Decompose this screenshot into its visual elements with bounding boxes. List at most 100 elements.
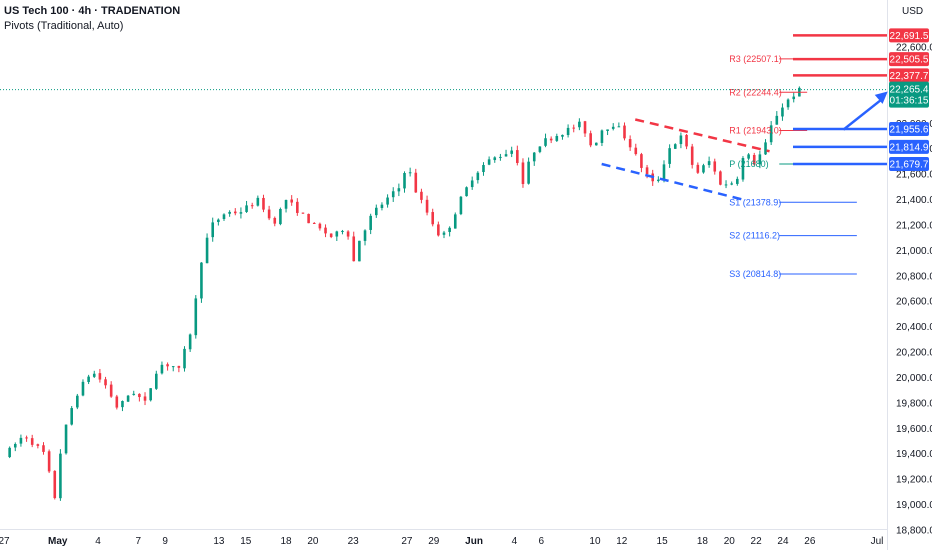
candle-body (431, 212, 435, 225)
price-tag (889, 28, 929, 43)
candle-body (126, 395, 130, 402)
resistance-trendline[interactable] (634, 118, 770, 153)
candle-body (335, 231, 339, 237)
candle-body (104, 379, 107, 386)
candle-body (786, 99, 790, 108)
x-tick-label: 4 (95, 536, 101, 547)
y-tick-label: 20,200.0 (896, 348, 932, 359)
candle-body (59, 453, 62, 499)
x-tick-label: Jul (871, 536, 884, 547)
price-tag (889, 139, 929, 154)
indicator-label[interactable]: Pivots (Traditional, Auto) (4, 20, 124, 32)
price-tag-label: 22,691.5 (890, 31, 929, 42)
candle-body (109, 384, 113, 397)
time-axis[interactable]: 27 May 4 7 9 13 15 18 20 23 27 29 Jun 4 6 10 12 15 18 20 22 2… (0, 536, 883, 547)
candle-body (329, 233, 333, 237)
price-axis[interactable]: USD 18,800.0 19,000.0 19,200.0 19,400.0 19,6… (896, 6, 932, 537)
candle-body (696, 164, 700, 173)
candle-body (640, 154, 643, 168)
candle-body (250, 205, 254, 207)
candle-body (36, 444, 40, 446)
candle-body (138, 393, 141, 398)
candle-body (222, 214, 226, 220)
candle-body (555, 136, 559, 141)
candle-body (53, 470, 57, 499)
candle-body (98, 373, 102, 380)
candle-body (724, 184, 728, 186)
candle-body (442, 232, 446, 235)
candle-body (380, 204, 384, 208)
x-tick-label: 27 (0, 536, 10, 547)
pivot-label-r3: R3 (22507.1) (729, 54, 782, 64)
price-tag-label: 21,955.6 (890, 124, 929, 135)
x-tick-label: 4 (512, 536, 518, 547)
price-tag-label: 21,679.7 (890, 160, 929, 171)
candle-body (611, 126, 615, 129)
candle-body (673, 144, 677, 149)
candle-body (233, 211, 237, 214)
candle-body (736, 178, 739, 184)
candle-body (352, 236, 356, 262)
candle-body (578, 121, 581, 128)
y-tick-label: 21,400.0 (896, 195, 932, 206)
price-tag-label: 22,377.7 (890, 71, 929, 82)
y-tick-label: 19,000.0 (896, 500, 932, 511)
pivot-label-s1: S1 (21378.9) (729, 197, 781, 207)
candle-body (747, 154, 750, 159)
currency-label[interactable]: USD (902, 6, 923, 17)
x-tick-label: 13 (213, 536, 225, 547)
candle-body (662, 164, 666, 180)
candle-body (318, 223, 322, 229)
candle-body (628, 139, 632, 148)
y-tick-label: 20,400.0 (896, 322, 932, 333)
forecast-arrow-shaft[interactable] (842, 97, 884, 131)
candle-body (42, 445, 45, 452)
y-tick-label: 21,600.0 (896, 170, 932, 181)
candle-body (470, 180, 474, 188)
candle-body (143, 396, 147, 401)
x-tick-label: 20 (307, 536, 319, 547)
candle-body (30, 438, 34, 445)
candle-body (521, 162, 525, 185)
candle-body (617, 126, 621, 128)
candle-body (504, 154, 508, 157)
candle-body (217, 219, 220, 223)
candle-body (713, 161, 717, 172)
key-level-lines (0, 34, 887, 166)
candle-body (668, 148, 671, 164)
candle-body (408, 172, 412, 174)
pivot-label-r2: R2 (22244.4) (729, 87, 782, 97)
pivot-label-p: P (21680) (729, 159, 768, 169)
candle-body (358, 240, 361, 262)
x-tick-label: 20 (724, 536, 736, 547)
candle-body (645, 167, 649, 175)
candle-body (420, 191, 423, 200)
candle-body (769, 125, 773, 143)
candle-body (386, 197, 389, 205)
candle-body (132, 393, 136, 395)
x-tick-label: 18 (697, 536, 709, 547)
candle-body (453, 214, 457, 229)
y-tick-label: 22,600.0 (896, 43, 932, 54)
candle-body (634, 147, 638, 155)
countdown-label: 01:36:15 (890, 96, 929, 107)
support-trendline[interactable] (601, 162, 743, 201)
y-tick-label: 18,800.0 (896, 526, 932, 537)
candle-body (527, 161, 530, 184)
candle-body (177, 365, 181, 368)
candle-body (19, 437, 23, 444)
candle-body (228, 211, 231, 214)
y-tick-label: 19,600.0 (896, 424, 932, 435)
candle-body (290, 199, 293, 203)
candle-body (594, 142, 598, 146)
forecast-arrow-head[interactable] (874, 91, 888, 104)
candle-body (476, 172, 480, 181)
price-tag-label: 22,505.5 (890, 55, 929, 66)
candle-body (758, 154, 762, 165)
y-tick-label: 20,000.0 (896, 373, 932, 384)
y-tick-label: 21,000.0 (896, 246, 932, 257)
candle-body (369, 215, 372, 230)
candle-body (606, 129, 609, 132)
candle-body (47, 451, 51, 472)
